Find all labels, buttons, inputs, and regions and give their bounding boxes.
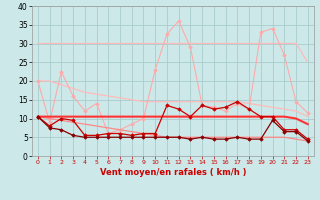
X-axis label: Vent moyen/en rafales ( km/h ): Vent moyen/en rafales ( km/h ) [100,168,246,177]
